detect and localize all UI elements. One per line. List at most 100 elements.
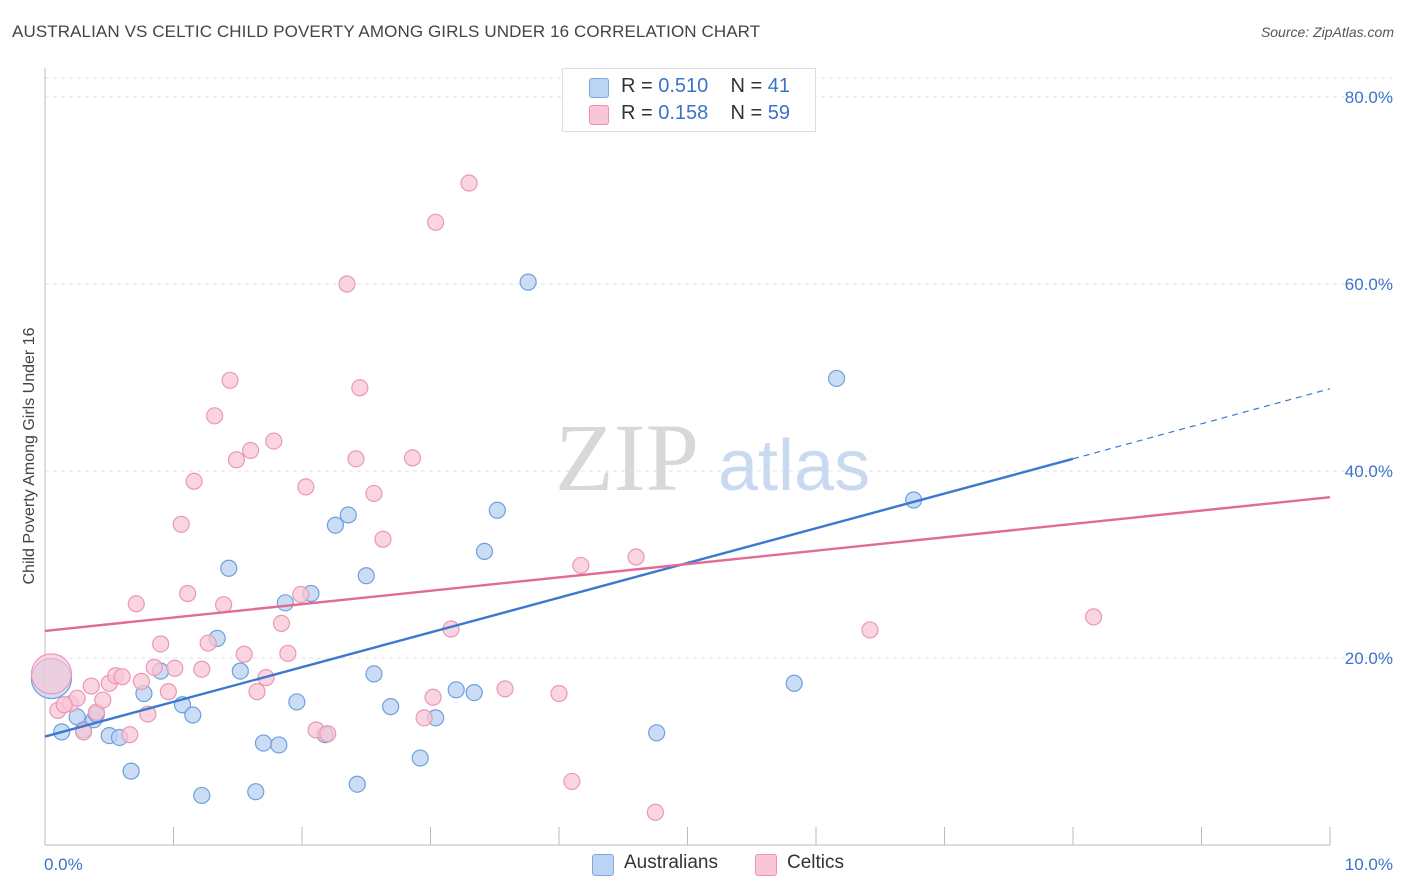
point-celtics bbox=[185, 472, 203, 490]
point-celtics bbox=[166, 659, 184, 677]
point-celtics bbox=[145, 658, 163, 676]
point-celtics bbox=[127, 595, 145, 613]
point-australians bbox=[827, 369, 846, 388]
point-celtics bbox=[82, 677, 100, 695]
trend-line-australians bbox=[44, 457, 1074, 738]
point-australians bbox=[357, 567, 375, 585]
point-australians bbox=[339, 506, 357, 524]
point-celtics bbox=[351, 379, 369, 397]
point-celtics bbox=[347, 450, 365, 468]
legend-n-value-celtics: 59 bbox=[767, 102, 791, 124]
point-celtics bbox=[319, 725, 337, 743]
point-celtics bbox=[365, 484, 383, 503]
point-australians bbox=[447, 681, 465, 699]
x-tick-label-min: 0.0% bbox=[44, 855, 83, 874]
point-australians bbox=[193, 786, 211, 805]
bottom-legend-swatch-australians bbox=[592, 854, 614, 876]
point-australians bbox=[488, 501, 506, 519]
legend-swatch-celtics bbox=[589, 105, 609, 125]
point-australians bbox=[254, 734, 273, 752]
y-tick-label: 40.0% bbox=[1345, 462, 1393, 481]
legend-r-label: R = bbox=[621, 102, 653, 124]
trend-line-australians-extension bbox=[1072, 388, 1331, 460]
point-celtics bbox=[172, 515, 190, 533]
point-celtics bbox=[242, 441, 260, 460]
point-australians bbox=[365, 665, 383, 683]
point-australians bbox=[122, 762, 140, 780]
data-points bbox=[30, 174, 1103, 821]
trend-lines bbox=[44, 388, 1331, 738]
point-celtics bbox=[152, 635, 170, 653]
y-tick-label: 60.0% bbox=[1345, 275, 1393, 294]
point-australians bbox=[247, 783, 265, 801]
point-celtics bbox=[861, 621, 879, 639]
point-australians bbox=[519, 273, 537, 291]
point-celtics bbox=[235, 645, 253, 663]
trend-line-celtics bbox=[44, 495, 1331, 633]
point-australians bbox=[382, 698, 400, 716]
point-celtics bbox=[55, 696, 73, 714]
point-celtics bbox=[563, 772, 581, 791]
chart-source: Source: ZipAtlas.com bbox=[1260, 24, 1394, 40]
point-australians bbox=[288, 693, 306, 711]
point-celtics bbox=[1084, 608, 1103, 626]
point-celtics bbox=[94, 691, 112, 709]
point-celtics bbox=[206, 407, 224, 425]
point-celtics bbox=[279, 644, 297, 662]
point-celtics bbox=[113, 668, 131, 686]
point-celtics bbox=[30, 653, 73, 695]
point-australians bbox=[411, 749, 429, 767]
point-celtics bbox=[338, 275, 356, 293]
point-celtics bbox=[297, 478, 315, 496]
point-australians bbox=[785, 674, 803, 692]
point-australians bbox=[326, 516, 345, 534]
bottom-legend-label-celtics: Celtics bbox=[787, 852, 845, 873]
point-celtics bbox=[292, 585, 310, 604]
point-australians bbox=[475, 542, 494, 561]
bottom-legend-swatch-celtics bbox=[755, 854, 777, 876]
point-celtics bbox=[550, 684, 568, 703]
watermark-zip: ZIP bbox=[555, 404, 699, 511]
point-celtics bbox=[424, 688, 442, 706]
point-celtics bbox=[572, 556, 590, 575]
point-celtics bbox=[627, 548, 645, 566]
legend-n-label: N = bbox=[730, 102, 763, 124]
point-celtics bbox=[121, 726, 139, 744]
watermark-atlas: atlas bbox=[718, 426, 870, 506]
axis-labels: 20.0% 40.0% 60.0% 80.0% 0.0% 10.0% Child Pover… bbox=[21, 88, 1393, 874]
legend-n-label: N = bbox=[730, 75, 763, 97]
point-celtics bbox=[646, 803, 664, 821]
legend-n-value-australians: 41 bbox=[767, 75, 791, 97]
correlation-legend: R = 0.510 N = 41 R = 0.158 N = 59 bbox=[562, 68, 816, 132]
point-celtics bbox=[179, 584, 197, 603]
point-australians bbox=[276, 594, 294, 612]
point-celtics bbox=[415, 709, 433, 727]
point-australians bbox=[220, 559, 238, 577]
point-celtics bbox=[159, 683, 177, 701]
watermark: ZIP atlas bbox=[555, 404, 870, 511]
x-tick-label-max: 10.0% bbox=[1345, 855, 1393, 874]
chart-title: AUSTRALIAN VS CELTIC CHILD POVERTY AMONG… bbox=[12, 22, 761, 41]
bottom-legend-label-australians: Australians bbox=[624, 852, 718, 873]
point-australians bbox=[184, 706, 202, 724]
legend-r-label: R = bbox=[621, 75, 653, 97]
axes bbox=[44, 68, 1331, 846]
point-australians bbox=[270, 736, 288, 754]
point-australians bbox=[648, 724, 666, 742]
point-celtics bbox=[265, 432, 283, 450]
gridlines bbox=[45, 77, 1392, 659]
point-celtics bbox=[460, 174, 478, 192]
point-celtics bbox=[227, 451, 246, 469]
point-celtics bbox=[193, 660, 211, 678]
legend-r-value-celtics: 0.158 bbox=[658, 102, 709, 124]
legend-swatch-australians bbox=[589, 78, 609, 98]
point-celtics bbox=[427, 213, 445, 231]
point-celtics bbox=[496, 680, 514, 698]
point-celtics bbox=[221, 371, 239, 389]
point-australians bbox=[465, 683, 483, 702]
point-australians bbox=[348, 775, 366, 793]
point-celtics bbox=[199, 634, 217, 652]
y-axis-title: Child Poverty Among Girls Under 16 bbox=[21, 327, 38, 584]
point-celtics bbox=[374, 530, 392, 548]
point-celtics bbox=[132, 672, 150, 690]
